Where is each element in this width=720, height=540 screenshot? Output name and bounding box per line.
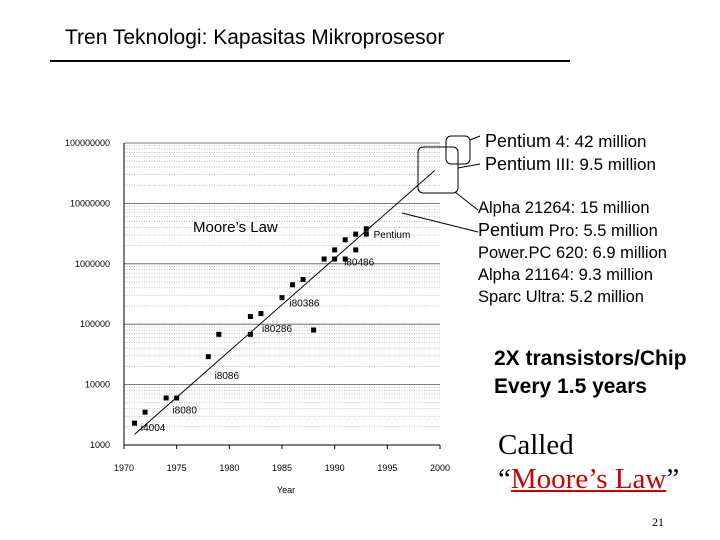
callout-text: Pro: 5.5 million — [544, 222, 658, 240]
x-tick-label: 1970 — [114, 463, 134, 473]
data-point — [363, 231, 369, 237]
callout-line-pentium4: Pentium 4: 42 million — [485, 130, 656, 153]
x-tick-label: 1985 — [272, 463, 292, 473]
point-labels: i4004 i8080 i8086 i80286 i80386 i80486 Pentium — [141, 230, 410, 434]
point-label: i8086 — [215, 371, 240, 382]
data-point — [142, 409, 148, 415]
x-tick-label: 1990 — [325, 463, 345, 473]
alpha-connector — [454, 191, 479, 211]
callout-bold: Pentium — [485, 131, 552, 151]
data-point — [247, 314, 253, 320]
data-point — [216, 331, 222, 337]
y-tick-label: 10000 — [85, 380, 110, 390]
point-label: i4004 — [141, 423, 166, 434]
pentium-callout: Pentium 4: 42 million Pentium III: 9.5 m… — [485, 130, 656, 176]
callout-text: Ultra: 5.2 million — [521, 288, 644, 306]
x-tick-label: 1995 — [377, 463, 397, 473]
data-point — [332, 256, 338, 262]
callout-text: III: 9.5 million — [551, 155, 656, 174]
callout-text: 4: 42 million — [551, 132, 647, 151]
x-tick-label: 1980 — [219, 463, 239, 473]
y-tick-label: 100000000 — [65, 138, 110, 148]
rule-line-1: 2X transistors/Chip — [494, 347, 687, 370]
data-point — [258, 311, 264, 317]
callout-bold: Pentium — [478, 220, 545, 240]
data-points — [132, 226, 369, 426]
x-tick-label: 2000 — [430, 463, 450, 473]
callout-line-sparc: Sparc Ultra: 5.2 million — [478, 286, 667, 308]
data-point — [363, 226, 369, 232]
processors-callout: Alpha 21264: 15 million Pentium Pro: 5.5… — [478, 197, 667, 308]
called-line: Called — [498, 429, 574, 461]
point-label: i80286 — [262, 324, 292, 335]
trend-line-group: Moore’s Law — [134, 170, 436, 435]
point-label: i80486 — [344, 258, 374, 269]
page-number: 21 — [652, 515, 664, 529]
moores-law-line: “Moore’s Law” — [498, 462, 679, 496]
callout-bold: Alpha — [478, 266, 521, 284]
callout-line-alpha21164: Alpha 21164: 9.3 million — [478, 264, 667, 286]
open-quote: “ — [498, 463, 511, 495]
data-point — [311, 327, 317, 333]
x-axis-label: Year — [277, 485, 295, 495]
data-point — [353, 247, 359, 253]
title-underline — [50, 60, 570, 62]
pentium-pro-connector — [401, 212, 479, 233]
data-point — [205, 354, 211, 360]
point-label: i8080 — [172, 406, 197, 417]
data-point — [332, 247, 338, 253]
callout-text: 21264: 15 million — [520, 199, 650, 217]
close-quote: ” — [666, 463, 680, 495]
y-tick-label: 100000 — [80, 319, 110, 329]
y-tick-label: 1000 — [90, 440, 110, 450]
slide-title: Tren Teknologi: Kapasitas Mikroprosesor — [65, 26, 445, 49]
data-point — [132, 420, 138, 426]
called-moores-law: Called “Moore’s Law” — [498, 428, 679, 496]
pentium3-connector — [457, 163, 481, 169]
y-tick-label: 10000000 — [70, 198, 110, 208]
point-label: Pentium — [374, 230, 411, 241]
rule-line-2: Every 1.5 years — [494, 375, 647, 398]
chart-axes: 1000 10000 100000 1000000 10000000 100000000 1… — [65, 138, 450, 495]
x-tick-label: 1975 — [167, 463, 187, 473]
callout-line-alpha21264: Alpha 21264: 15 million — [478, 197, 667, 219]
data-point — [342, 237, 348, 243]
moores-law-trend-line — [134, 170, 436, 435]
moores-law-label: Moore’s Law — [193, 219, 278, 236]
data-point — [163, 395, 169, 401]
point-label: i80386 — [289, 299, 319, 310]
moores-law-name: Moore’s Law — [510, 463, 667, 495]
callout-text: 620: 6.9 million — [551, 244, 667, 262]
callout-text: 21164: 9.3 million — [520, 266, 653, 284]
pentium3-bracket — [417, 146, 459, 194]
data-point — [279, 295, 285, 301]
data-point — [300, 276, 306, 282]
data-point — [342, 256, 348, 262]
data-point — [353, 231, 359, 237]
callout-line-powerpc: Power.PC 620: 6.9 million — [478, 242, 667, 264]
callout-bold: Alpha — [478, 199, 521, 217]
data-point — [290, 282, 296, 288]
y-tick-label: 1000000 — [75, 259, 110, 269]
pentium4-connector — [469, 135, 481, 141]
grid-lines — [124, 142, 440, 446]
data-point — [174, 395, 180, 401]
data-point — [321, 256, 327, 262]
callout-bold: Sparc — [478, 288, 522, 306]
callout-line-pentium3: Pentium III: 9.5 million — [485, 153, 656, 176]
doubling-rule-text: 2X transistors/Chip Every 1.5 years — [494, 345, 687, 401]
data-point — [247, 331, 253, 337]
pentium4-bracket — [445, 135, 471, 165]
callout-connector-lines — [401, 135, 481, 233]
callout-bold: Power.PC — [478, 244, 552, 262]
callout-bold: Pentium — [485, 154, 552, 174]
callout-line-pentium-pro: Pentium Pro: 5.5 million — [478, 219, 667, 242]
